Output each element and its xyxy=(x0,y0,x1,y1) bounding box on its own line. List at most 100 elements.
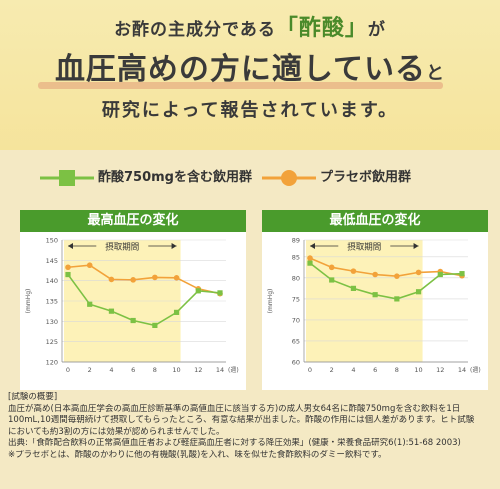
y-tick-label: 120 xyxy=(46,359,58,367)
chart-title-diastolic: 最低血圧の変化 xyxy=(262,210,488,232)
data-point-green xyxy=(329,277,335,283)
data-point-orange xyxy=(130,277,136,283)
data-point-orange xyxy=(65,264,71,271)
legend-orange-label: プラセボ飲用群 xyxy=(320,170,412,185)
x-tick-label: 4 xyxy=(109,366,113,374)
data-point-orange xyxy=(173,275,180,281)
data-point-green xyxy=(87,301,93,307)
data-point-orange xyxy=(86,262,93,269)
period-label: 摂取期間 xyxy=(347,242,381,253)
x-tick-label: 12 xyxy=(194,366,202,374)
x-tick-label: 2 xyxy=(330,366,334,374)
note-line: [試験の概要] xyxy=(8,392,58,402)
headline-line1-accent: 「酢酸」 xyxy=(275,16,368,41)
y-axis-label: (mmHg) xyxy=(267,289,274,314)
note-line: 出典:「食酢配合飲料の正常高値血圧者および軽症高血圧者に対する降圧効果」(健康・… xyxy=(8,438,461,448)
data-point-green xyxy=(130,317,136,324)
chart-panel-systolic: 最高血圧の変化 摂取期間 120 125 130 135 140 145 150 (mmHg) 0… xyxy=(20,210,246,390)
chart-panel-diastolic: 最低血圧の変化 摂取期間 60 65 70 75 80 85 89 (mmHg) 0 2 4 6 8 10 1… xyxy=(262,210,488,390)
x-tick-label: 14 xyxy=(216,366,224,374)
period-arrow-left-icon xyxy=(68,243,73,249)
x-tick-label: 10 xyxy=(414,366,422,374)
headline-line2-tail: と xyxy=(426,63,446,84)
x-tick-label: 12 xyxy=(436,366,444,374)
data-point-orange xyxy=(394,273,400,279)
headline-underline xyxy=(38,82,443,89)
note-line: 100mL,10週間毎朝続けて摂取してもらったところ、有意な結果が出ました。酢酸… xyxy=(8,415,475,425)
chart-title-systolic: 最高血圧の変化 xyxy=(20,210,246,232)
data-point-green xyxy=(195,288,201,294)
x-tick-label: 6 xyxy=(131,366,135,374)
note-line: ※プラセボとは、酢酸のかわりに他の有機酸(乳酸)を入れ、味を似せた食酢飲料のダミ… xyxy=(8,449,387,460)
data-point-orange xyxy=(152,274,158,281)
data-point-green xyxy=(307,260,313,266)
headline-line1-pre: お酢の主成分である xyxy=(114,20,276,40)
data-point-green xyxy=(437,271,443,278)
data-point-green xyxy=(394,296,400,302)
intake-period-band xyxy=(306,240,423,362)
headline-line1: お酢の主成分である「酢酸」が xyxy=(0,10,500,42)
data-point-orange xyxy=(350,268,357,274)
data-point-orange xyxy=(108,276,115,283)
x-axis-unit: (週) xyxy=(470,366,481,374)
period-label-bg xyxy=(96,240,149,252)
period-arrow-left-icon xyxy=(310,243,315,249)
headline-line2-main: 血圧高めの方に適している xyxy=(54,52,427,87)
x-tick-label: 14 xyxy=(458,366,466,374)
y-tick-label: 85 xyxy=(292,253,300,261)
legend: 酢酸750mgを含む飲用群 プラセボ飲用群 xyxy=(0,166,500,190)
y-tick-label: 89 xyxy=(292,237,300,245)
y-tick-label: 150 xyxy=(46,237,58,245)
period-arrow-right-icon xyxy=(171,243,177,249)
x-tick-label: 2 xyxy=(88,366,92,374)
y-tick-label: 65 xyxy=(292,337,300,345)
legend-green-label: 酢酸750mgを含む飲用群 xyxy=(98,170,252,185)
series-line-orange xyxy=(67,264,221,295)
headline-line1-post: が xyxy=(367,20,386,40)
headline-line3: 研究によって報告されています。 xyxy=(101,100,399,121)
y-tick-label: 140 xyxy=(46,277,58,285)
y-axis-label: (mmHg) xyxy=(25,289,32,314)
y-tick-label: 70 xyxy=(292,316,300,324)
y-tick-label: 130 xyxy=(46,318,58,326)
data-point-orange xyxy=(328,264,335,271)
data-point-green xyxy=(65,271,71,278)
legend-green-marker-icon xyxy=(40,170,94,186)
x-tick-label: 8 xyxy=(153,366,157,374)
x-tick-label: 0 xyxy=(308,366,312,374)
period-label-bg xyxy=(338,240,391,252)
x-tick-label: 4 xyxy=(351,366,355,374)
series-line-green xyxy=(67,274,221,327)
period-arrow-right-icon xyxy=(413,243,419,249)
x-tick-label: 6 xyxy=(373,366,377,374)
data-point-green xyxy=(350,285,357,291)
y-tick-label: 80 xyxy=(292,274,300,282)
y-tick-label: 135 xyxy=(46,298,58,306)
data-point-green xyxy=(415,289,422,295)
x-tick-label: 10 xyxy=(172,366,180,374)
y-tick-label: 75 xyxy=(292,295,300,303)
x-tick-label: 0 xyxy=(66,366,70,374)
x-axis-unit: (週) xyxy=(228,366,239,374)
note-line: においても約3割の方には効果が認められませんでした。 xyxy=(8,426,225,437)
data-point-green xyxy=(459,271,465,277)
period-label: 摂取期間 xyxy=(105,242,139,253)
data-point-green xyxy=(217,290,223,296)
y-tick-label: 145 xyxy=(46,257,58,265)
series-line-green xyxy=(309,262,463,300)
legend-orange-marker-icon xyxy=(262,170,316,186)
data-point-green xyxy=(152,322,158,328)
data-point-green xyxy=(372,292,378,298)
note-line: 血圧が高め(日本高血圧学会の高血圧診断基準の高値血圧に該当する方)の成人男女64… xyxy=(8,403,461,414)
x-tick-label: 8 xyxy=(395,366,399,374)
data-point-orange xyxy=(307,255,313,261)
headline-line2: 血圧高めの方に適していると xyxy=(0,44,500,88)
chart-diastolic: 摂取期間 60 65 70 75 80 85 89 (mmHg) 0 2 4 6 8 10 12 14 (週) xyxy=(267,237,481,375)
data-point-orange xyxy=(372,271,378,278)
data-point-green xyxy=(108,308,115,314)
data-point-orange xyxy=(415,269,422,276)
series-line-orange xyxy=(309,257,463,277)
data-point-green xyxy=(173,309,180,315)
chart-systolic: 摂取期間 120 125 130 135 140 145 150 (mmHg) 0 2 4 6 8 10 12… xyxy=(25,237,239,375)
study-notes: [試験の概要] 血圧が高め(日本高血圧学会の高血圧診断基準の高値血圧に該当する方)… xyxy=(8,392,494,461)
